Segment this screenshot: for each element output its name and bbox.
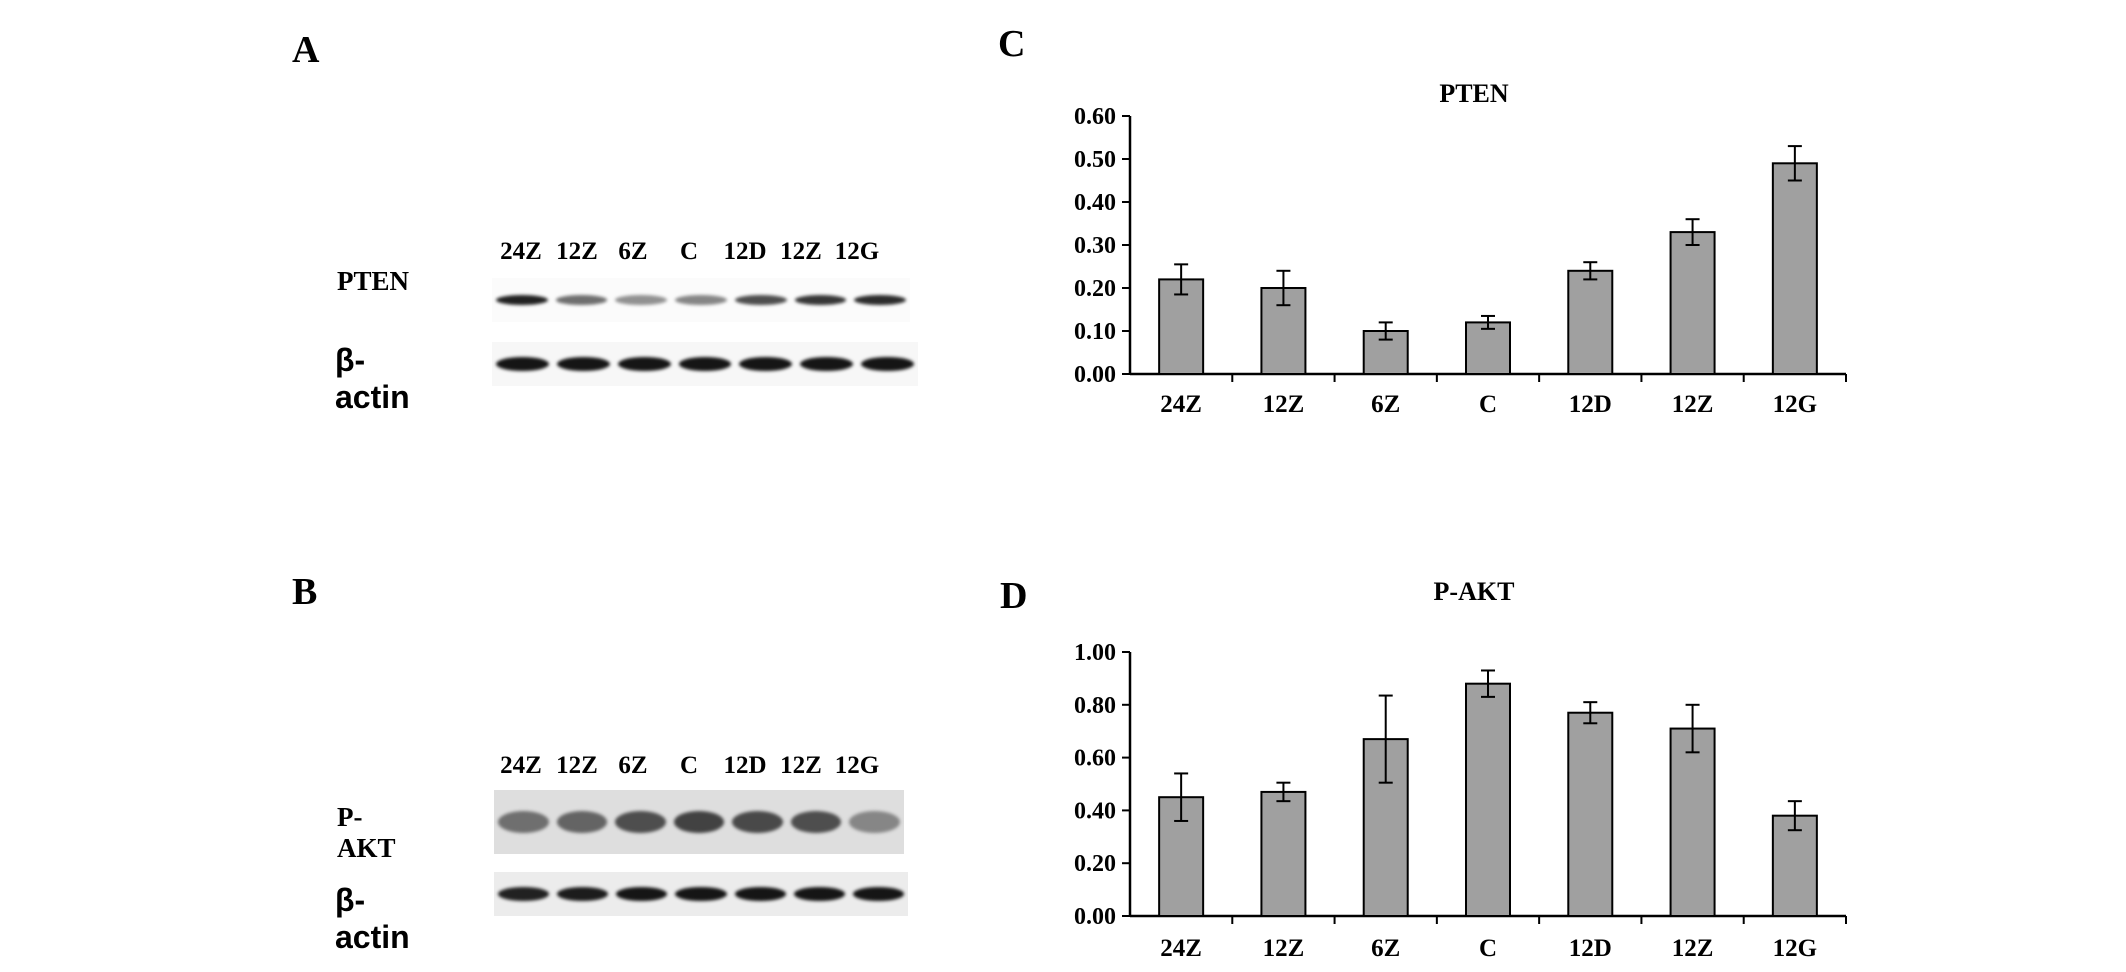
beta-actin-band — [616, 887, 668, 901]
p-akt-band — [673, 811, 725, 833]
beta-actin-band — [739, 357, 793, 371]
category-label: 12Z — [1672, 935, 1714, 962]
p-akt-band — [790, 811, 842, 833]
panel-d-letter: D — [1000, 575, 1028, 617]
pten-band — [794, 295, 847, 305]
beta-actin-band — [852, 887, 904, 901]
lane-label: 12Z — [780, 752, 822, 779]
lane-label: 12G — [834, 752, 880, 779]
beta-actin-band — [556, 357, 610, 371]
beta-actin-band-strip-b — [494, 872, 908, 916]
pten-band — [854, 295, 906, 305]
y-tick-label: 0.60 — [1074, 104, 1116, 130]
lane-label: 12Z — [556, 752, 598, 779]
bar — [1567, 711, 1614, 917]
chart-title: P-AKT — [1434, 577, 1515, 606]
lane-label: 12D — [723, 238, 767, 265]
y-tick-label: 1.00 — [1074, 640, 1116, 666]
lane-label: 6Z — [618, 752, 648, 779]
y-tick-label: 0.20 — [1074, 851, 1116, 877]
panel-b-letter: B — [292, 571, 318, 613]
beta-actin-band — [861, 357, 914, 371]
beta-actin-band-strip-a — [492, 342, 918, 386]
pten-bar-chart: PTEN 0.00 0.10 0.20 0.30 0.40 0.50 0.60 24Z 12Z 6Z… — [1074, 79, 1847, 418]
pten-band — [555, 295, 608, 305]
lane-label: 6Z — [618, 238, 648, 265]
category-label: 12Z — [1672, 391, 1714, 418]
chart-title: PTEN — [1439, 79, 1509, 108]
y-tick-label: 0.00 — [1074, 362, 1116, 388]
pten-band-strip — [492, 278, 910, 322]
bar — [1465, 682, 1511, 918]
beta-actin-band — [557, 887, 609, 901]
category-label: 12Z — [1263, 391, 1305, 418]
category-label: 12D — [1569, 391, 1612, 418]
y-tick-label: 0.80 — [1074, 693, 1116, 719]
pten-band — [734, 295, 787, 305]
pten-blot-label: PTEN — [337, 266, 410, 296]
category-label: 6Z — [1371, 935, 1400, 962]
panel-c-letter: C — [998, 23, 1026, 65]
beta-actin-band — [678, 357, 732, 371]
y-tick-label: 0.60 — [1074, 746, 1116, 772]
beta-actin-band — [498, 887, 550, 901]
beta-actin-band — [800, 357, 854, 371]
category-label: C — [1479, 935, 1497, 962]
lane-label: 12Z — [780, 238, 822, 265]
category-label: 12Z — [1263, 935, 1305, 962]
beta-actin-band — [675, 887, 727, 901]
category-label: 12G — [1773, 391, 1817, 418]
beta-actin-band — [496, 357, 549, 371]
pten-band — [615, 295, 668, 305]
p-akt-band — [498, 811, 549, 833]
bar — [1260, 790, 1307, 917]
lane-label: 12D — [723, 752, 767, 779]
beta-actin-band — [617, 357, 671, 371]
pten-band — [675, 295, 727, 305]
beta-actin-label-a: β-actin — [335, 342, 410, 415]
p-akt-band-strip — [494, 790, 904, 854]
lane-label: 24Z — [500, 752, 542, 779]
bar — [1669, 727, 1716, 917]
beta-actin-band — [734, 887, 786, 901]
y-tick-label: 0.50 — [1074, 147, 1116, 173]
bar — [1669, 231, 1716, 375]
category-label: C — [1479, 391, 1497, 418]
p-akt-band — [732, 811, 783, 833]
bar — [1771, 162, 1818, 375]
pten-band — [496, 295, 548, 305]
p-akt-bar-chart: P-AKT 0.00 0.20 0.40 0.60 0.80 1.00 24Z 12Z 6Z C 12… — [1074, 577, 1847, 962]
panel-a-letter: A — [292, 29, 320, 71]
lane-label: 12Z — [556, 238, 598, 265]
category-label: 24Z — [1160, 391, 1202, 418]
y-tick-label: 0.30 — [1074, 233, 1116, 259]
bar — [1362, 330, 1409, 375]
p-akt-band — [849, 811, 900, 833]
y-tick-label: 0.40 — [1074, 190, 1116, 216]
p-akt-band — [615, 811, 666, 833]
y-tick-label: 0.10 — [1074, 319, 1116, 345]
bar — [1465, 321, 1511, 375]
y-tick-label: 0.20 — [1074, 276, 1116, 302]
beta-actin-band — [793, 887, 845, 901]
category-label: 6Z — [1371, 391, 1400, 418]
lane-labels-a: 24Z 12Z 6Z C 12D 12Z 12G — [493, 238, 885, 266]
beta-actin-label-b: β-actin — [335, 882, 410, 955]
p-akt-band — [556, 811, 608, 833]
lane-label: 24Z — [500, 238, 542, 265]
lane-label: C — [679, 752, 699, 779]
y-tick-label: 0.00 — [1074, 904, 1116, 930]
lane-label: 12G — [834, 238, 880, 265]
y-tick-label: 0.40 — [1074, 798, 1116, 824]
p-akt-blot-label: P-AKT — [337, 802, 396, 863]
lane-label: C — [679, 238, 699, 265]
category-label: 24Z — [1160, 935, 1202, 962]
category-label: 12D — [1569, 935, 1612, 962]
bar — [1567, 269, 1614, 375]
category-label: 12G — [1773, 935, 1817, 962]
lane-labels-b: 24Z 12Z 6Z C 12D 12Z 12G — [493, 752, 885, 780]
